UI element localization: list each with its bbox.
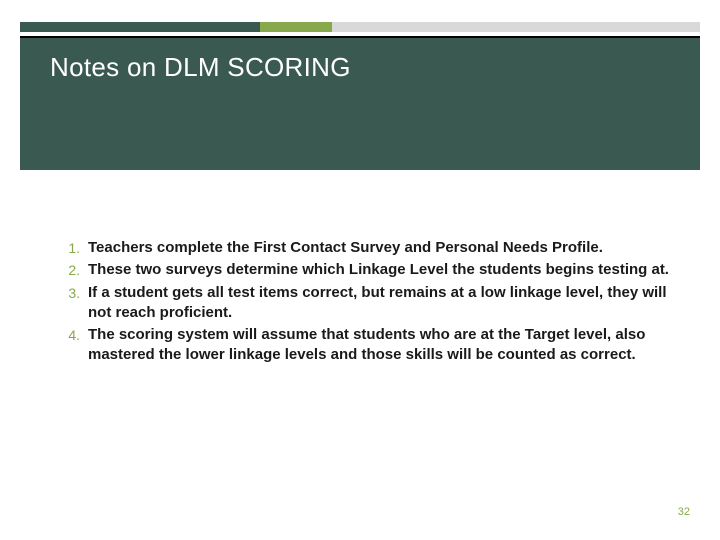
- top-accent-bar: [20, 22, 700, 32]
- list-item: 1. Teachers complete the First Contact S…: [66, 238, 680, 258]
- list-item: 4. The scoring system will assume that s…: [66, 325, 680, 366]
- accent-segment-green: [260, 22, 332, 32]
- list-text: The scoring system will assume that stud…: [88, 325, 680, 366]
- list-number: 4.: [66, 325, 88, 345]
- slide-title: Notes on DLM SCORING: [20, 38, 351, 83]
- title-band: Notes on DLM SCORING: [20, 38, 700, 170]
- list-number: 3.: [66, 283, 88, 303]
- page-number: 32: [678, 506, 690, 518]
- list-item: 3. If a student gets all test items corr…: [66, 283, 680, 324]
- list-text: These two surveys determine which Linkag…: [88, 260, 680, 280]
- list-text: Teachers complete the First Contact Surv…: [88, 238, 680, 258]
- list-number: 2.: [66, 260, 88, 280]
- accent-segment-gray: [332, 22, 700, 32]
- list-text: If a student gets all test items correct…: [88, 283, 680, 324]
- numbered-list: 1. Teachers complete the First Contact S…: [66, 238, 680, 366]
- list-item: 2. These two surveys determine which Lin…: [66, 260, 680, 280]
- content-area: 1. Teachers complete the First Contact S…: [66, 238, 680, 368]
- accent-segment-teal: [20, 22, 260, 32]
- list-number: 1.: [66, 238, 88, 258]
